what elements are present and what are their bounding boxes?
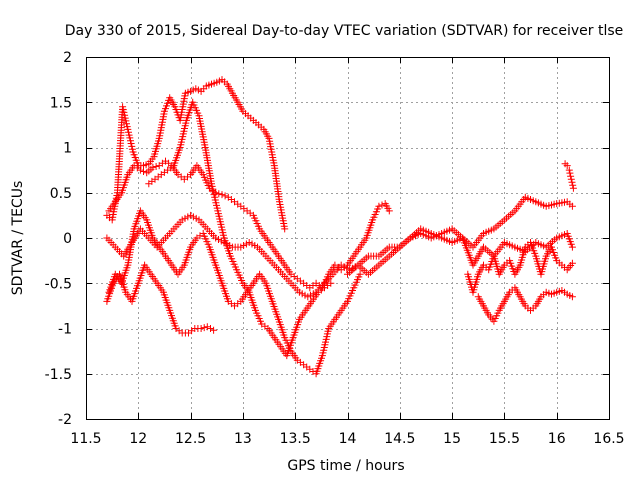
x-tick-label: 15.5 xyxy=(489,431,520,447)
y-tick-label: 0 xyxy=(63,231,72,247)
series-arc-e xyxy=(145,98,335,360)
x-tick-label: 15 xyxy=(443,431,461,447)
x-tick-label: 11.5 xyxy=(70,431,101,447)
y-tick-label: 2 xyxy=(63,50,72,66)
data-point-markers xyxy=(561,160,577,192)
y-tick-label: 0.5 xyxy=(50,186,72,202)
series-arc-f xyxy=(103,211,362,301)
x-tick-label: 13.5 xyxy=(280,431,311,447)
series-arc-h xyxy=(354,225,576,278)
series-arc-j xyxy=(474,284,576,325)
y-tick-label: -0.5 xyxy=(45,276,72,292)
x-tick-label: 14.5 xyxy=(384,431,415,447)
data-point-markers xyxy=(464,239,576,296)
y-tick-label: -1 xyxy=(58,322,72,338)
series-arc-a xyxy=(103,76,289,233)
y-tick-label: -1.5 xyxy=(45,367,72,383)
data-series xyxy=(103,76,577,378)
x-tick-label: 12.5 xyxy=(175,431,206,447)
x-tick-label: 16.5 xyxy=(593,431,624,447)
x-tick-label: 13 xyxy=(234,431,252,447)
y-tick-label: -2 xyxy=(58,412,72,428)
y-tick-label: 1 xyxy=(63,141,72,157)
y-tick-labels: -2 -1.5 -1 -0.5 0 0.5 1 1.5 2 xyxy=(45,50,72,428)
data-point-markers xyxy=(105,207,364,378)
grid-lines xyxy=(86,57,609,419)
data-point-markers xyxy=(103,211,362,301)
series-arc-i xyxy=(464,239,576,296)
data-point-markers xyxy=(354,225,576,278)
chart-title: Day 330 of 2015, Sidereal Day-to-day VTE… xyxy=(65,23,624,39)
x-tick-label: 12 xyxy=(129,431,147,447)
axis-ticks xyxy=(86,57,610,420)
data-point-markers xyxy=(103,76,289,233)
x-axis-label: GPS time / hours xyxy=(287,458,404,474)
x-tick-label: 16 xyxy=(548,431,566,447)
x-tick-labels: 11.5 12 12.5 13 13.5 14 14.5 15 15.5 16 16.5 xyxy=(70,431,624,447)
series-arc-k xyxy=(561,160,577,192)
data-point-markers xyxy=(103,261,218,337)
y-tick-label: 1.5 xyxy=(50,95,72,111)
data-point-markers xyxy=(145,98,335,360)
y-axis-label: SDTVAR / TECUs xyxy=(10,181,26,296)
series-arc-c xyxy=(105,207,364,378)
x-tick-label: 14 xyxy=(339,431,357,447)
series-arc-d xyxy=(103,261,218,337)
data-point-markers xyxy=(474,284,576,325)
